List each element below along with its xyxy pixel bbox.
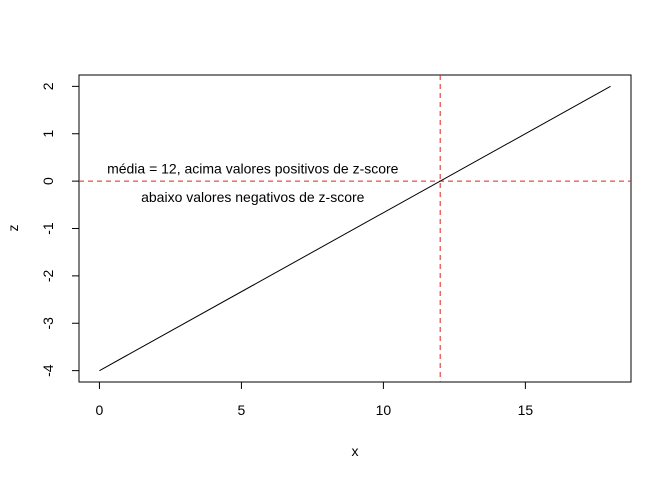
x-tick-label: 5	[238, 402, 246, 418]
series-line	[99, 85, 611, 372]
y-tick-label: -4	[40, 364, 56, 377]
x-axis: 0 5 10 15	[96, 381, 534, 418]
x-tick-label: 15	[518, 402, 534, 418]
y-tick-label: 1	[40, 130, 56, 138]
y-axis: -4 -3 -2 -1 0 1 2	[40, 82, 80, 377]
x-axis-label: x	[352, 443, 359, 459]
annotation-text: média = 12, acima valores positivos de z…	[107, 160, 399, 176]
y-tick-label: -2	[40, 269, 56, 282]
series-group	[99, 85, 611, 372]
y-tick-label: -1	[40, 222, 56, 235]
x-tick-label: 10	[376, 402, 392, 418]
y-tick-label: 0	[40, 177, 56, 185]
x-tick-label: 0	[96, 402, 104, 418]
y-tick-label: -3	[40, 317, 56, 330]
y-tick-label: 2	[40, 82, 56, 90]
reference-lines	[79, 75, 631, 382]
annotations: média = 12, acima valores positivos de z…	[107, 160, 399, 205]
annotation-text: abaixo valores negativos de z-score	[141, 189, 365, 205]
y-axis-label: z	[5, 225, 21, 232]
